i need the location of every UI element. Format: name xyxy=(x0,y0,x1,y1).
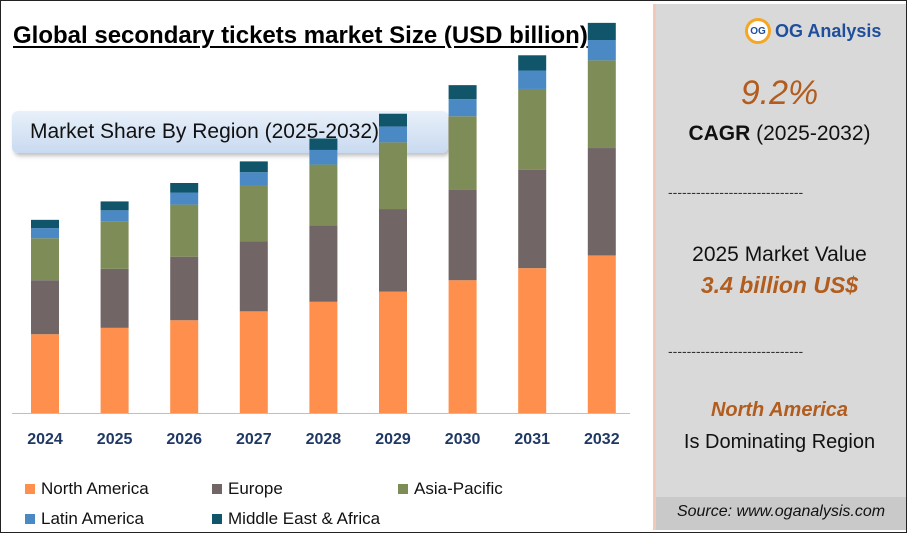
cagr-value: 9.2% xyxy=(740,74,819,112)
logo-text: OG Analysis xyxy=(775,20,882,41)
source-text: Source: www.oganalysis.com xyxy=(676,503,886,520)
x-tick-label: 2032 xyxy=(584,431,620,448)
bar-2030-asia-pacific xyxy=(448,116,477,190)
bar-2031-asia-pacific xyxy=(518,88,547,170)
bar-2024-europe xyxy=(31,280,59,335)
legend-label: Europe xyxy=(228,479,283,498)
x-tick-label: 2026 xyxy=(166,431,202,448)
bar-2028-europe xyxy=(309,225,338,302)
legend-swatch xyxy=(212,484,222,494)
summary-panel xyxy=(653,4,906,530)
og-analysis-logo: OG OG Analysis xyxy=(745,18,881,44)
bar-2025-latin-america xyxy=(100,210,129,222)
bar-2024-north-america xyxy=(31,334,59,413)
divider-top: ----------------------------- xyxy=(668,184,804,200)
bar-2030-north-america xyxy=(448,280,477,413)
market-value: 3.4 billion US$ xyxy=(700,272,859,298)
x-tick-label: 2027 xyxy=(236,431,272,448)
x-tick-label: 2031 xyxy=(514,431,550,448)
bar-2030-middle-east-africa xyxy=(448,85,477,100)
bar-2028-latin-america xyxy=(309,149,338,165)
bar-2032-north-america xyxy=(587,255,616,413)
bar-2028-north-america xyxy=(309,301,338,413)
bar-2028-middle-east-africa xyxy=(309,138,338,150)
legend-item: North America xyxy=(25,479,149,499)
bar-2031-europe xyxy=(518,169,547,269)
bar-2027-asia-pacific xyxy=(239,185,268,242)
dominating-region: North America xyxy=(710,399,849,421)
legend-swatch xyxy=(212,514,222,524)
bar-2029-middle-east-africa xyxy=(379,113,407,127)
bar-2025-europe xyxy=(100,268,129,328)
chart-title: Global secondary tickets market Size (US… xyxy=(13,22,588,49)
divider-bottom: ----------------------------- xyxy=(668,343,804,359)
legend-label: North America xyxy=(41,479,149,498)
bar-2024-asia-pacific xyxy=(31,238,59,281)
bar-2026-latin-america xyxy=(170,192,199,205)
bar-2025-asia-pacific xyxy=(100,221,129,269)
bar-2024-middle-east-africa xyxy=(31,219,59,229)
bar-chart: 2024 2025 2026 2027 2028 2029 2030 2031 2032 xyxy=(12,22,630,448)
bar-2032-middle-east-africa xyxy=(587,22,616,41)
bar-2029-north-america xyxy=(379,291,407,413)
bar-2032-europe xyxy=(587,148,616,256)
bar-2027-north-america xyxy=(239,311,268,413)
legend-label: Latin America xyxy=(41,509,144,528)
cagr-period: (2025-2032) xyxy=(756,122,871,145)
legend-item: Asia-Pacific xyxy=(398,479,503,499)
bar-2032-latin-america xyxy=(587,40,616,61)
legend-swatch xyxy=(25,514,35,524)
bar-2026-europe xyxy=(170,256,199,321)
x-tick-label: 2028 xyxy=(306,431,342,448)
x-tick-label: 2029 xyxy=(375,431,411,448)
bar-2031-middle-east-africa xyxy=(518,55,547,71)
cagr-bold: CAGR xyxy=(688,122,751,145)
bar-2026-asia-pacific xyxy=(170,204,199,257)
bar-2031-north-america xyxy=(518,268,547,413)
bar-2030-europe xyxy=(448,189,477,281)
legend-swatch xyxy=(398,484,408,494)
bar-2026-north-america xyxy=(170,320,199,413)
legend-item: Middle East & Africa xyxy=(212,509,380,529)
bar-2024-latin-america xyxy=(31,228,59,239)
bar-2027-middle-east-africa xyxy=(239,161,268,173)
legend-label: Middle East & Africa xyxy=(228,509,381,528)
bar-2029-europe xyxy=(379,209,407,292)
bar-2029-latin-america xyxy=(379,126,407,143)
region-subtitle: Market Share By Region (2025-2032) xyxy=(30,120,380,143)
source-box xyxy=(656,497,906,530)
bar-2030-latin-america xyxy=(448,99,477,117)
summary-panel-edge xyxy=(653,4,656,530)
x-tick-label: 2025 xyxy=(97,431,133,448)
legend-swatch xyxy=(25,484,35,494)
x-tick-label: 2024 xyxy=(27,431,63,448)
og-logo-icon: OG xyxy=(745,18,771,44)
market-value-label: 2025 Market Value xyxy=(692,243,867,266)
bar-2031-latin-america xyxy=(518,70,547,89)
bar-2027-europe xyxy=(239,241,268,312)
cagr-label: CAGR (2025-2032) xyxy=(653,122,906,146)
legend-item: Europe xyxy=(212,479,283,499)
bar-2028-asia-pacific xyxy=(309,164,338,226)
bar-2027-latin-america xyxy=(239,172,268,186)
bar-2025-middle-east-africa xyxy=(100,201,129,211)
bar-2025-north-america xyxy=(100,327,129,413)
bar-2026-middle-east-africa xyxy=(170,182,199,193)
region-subtitle-box xyxy=(12,111,448,153)
bar-2029-asia-pacific xyxy=(379,142,407,210)
bar-2032-asia-pacific xyxy=(587,60,616,149)
x-tick-label: 2030 xyxy=(445,431,481,448)
dominating-label: Is Dominating Region xyxy=(683,431,876,453)
legend-item: Latin America xyxy=(25,509,144,529)
legend-label: Asia-Pacific xyxy=(414,479,503,498)
